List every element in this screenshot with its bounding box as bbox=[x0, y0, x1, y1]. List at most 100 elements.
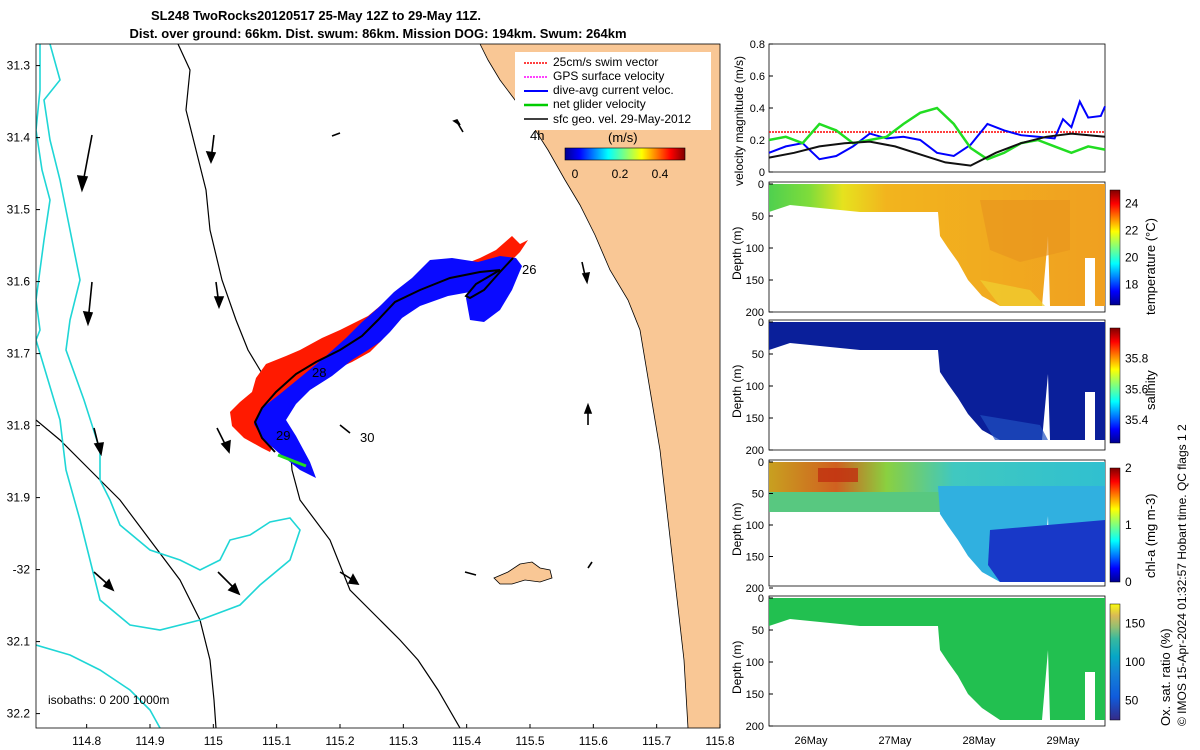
salinity-colorbar bbox=[1109, 327, 1121, 444]
map-y-tick-label: 31.6 bbox=[7, 275, 31, 289]
land-mask bbox=[480, 44, 720, 728]
velocity-series-line-2 bbox=[768, 106, 1106, 161]
salinity-ylabel: Depth (m) bbox=[730, 365, 744, 418]
salinity-cbar-label: salinity bbox=[1143, 370, 1158, 410]
day-label-26: 26 bbox=[522, 262, 536, 277]
time-axis-label: 29May bbox=[1046, 735, 1080, 747]
depth-tick-label: 150 bbox=[746, 275, 764, 287]
map-x-tick-label: 114.8 bbox=[72, 734, 101, 748]
map-x-tick-label: 115.6 bbox=[579, 734, 608, 748]
chla-ylabel: Depth (m) bbox=[730, 503, 744, 556]
map-x-tick-label: 114.9 bbox=[135, 734, 164, 748]
map-x-tick-label: 115 bbox=[204, 734, 223, 748]
title-line-1: SL248 TwoRocks20120517 25-May 12Z to 29-… bbox=[151, 8, 481, 23]
colorbar-tick-label: 20 bbox=[1125, 251, 1139, 265]
depth-tick-label: 200 bbox=[746, 721, 764, 733]
chla-surface-hot bbox=[818, 468, 858, 482]
chla-colorbar bbox=[1109, 467, 1121, 583]
depth-tick-label: 50 bbox=[752, 211, 764, 223]
legend-entry-sfc-geo: sfc geo. vel. 29-May-2012 bbox=[553, 112, 691, 126]
map-legend: 25cm/s swim vector GPS surface velocity … bbox=[515, 52, 711, 130]
map-y-tick-label: 32.1 bbox=[7, 635, 31, 649]
depth-tick-label: 100 bbox=[746, 243, 764, 255]
map-y-tick-label: 31.7 bbox=[7, 347, 31, 361]
map-colorbar bbox=[564, 147, 686, 161]
isobath-0m bbox=[36, 44, 301, 631]
isobath-1000m bbox=[36, 419, 217, 728]
coastline bbox=[479, 44, 689, 728]
map-y-tick-label: 31.3 bbox=[7, 59, 31, 73]
legend-entry-swim: 25cm/s swim vector bbox=[553, 55, 658, 69]
oxygen-ylabel: Depth (m) bbox=[730, 641, 744, 694]
chla-lower bbox=[988, 520, 1105, 582]
island-rottnest bbox=[493, 561, 553, 585]
depth-tick-label: 0 bbox=[758, 317, 764, 329]
colorbar-tick-label: 24 bbox=[1125, 197, 1139, 211]
depth-tick-label: 150 bbox=[746, 413, 764, 425]
time-axis: 26May 27May 28May 29May bbox=[794, 735, 1080, 747]
isobath-0m-south bbox=[36, 644, 161, 728]
chla-panel: 0 1 2 chl-a (mg m-3) 0 50 100 150 200 Depth (m… bbox=[730, 457, 1158, 595]
map-frame bbox=[35, 43, 721, 729]
map-y-tick-label: 32.2 bbox=[7, 707, 31, 721]
geostrophic-arrows bbox=[76, 119, 593, 596]
velocity-y-tick-label: 0.4 bbox=[750, 103, 765, 115]
imos-credit: © IMOS 15-Apr-2024 01:32:57 Hobart time.… bbox=[1175, 424, 1189, 726]
legend-entry-gps: GPS surface velocity bbox=[553, 69, 664, 83]
depth-tick-label: 200 bbox=[746, 307, 764, 319]
salinity-panel: 35.4 35.6 35.8 salinity 0 50 100 150 200 Depth… bbox=[730, 317, 1158, 457]
colorbar-tick-label: 100 bbox=[1125, 655, 1145, 669]
glider-track bbox=[253, 257, 514, 453]
map-colorbar-tick: 0.4 bbox=[652, 167, 669, 181]
isobaths-label: isobaths: 0 200 1000m bbox=[48, 693, 169, 707]
depth-tick-label: 50 bbox=[752, 349, 764, 361]
map-x-ticks: 114.8 114.9 115 115.1 115.2 115.3 115.4 115.5 11… bbox=[72, 724, 735, 748]
temperature-deep bbox=[980, 200, 1070, 262]
map-x-tick-label: 115.4 bbox=[452, 734, 481, 748]
oxygen-colorbar bbox=[1109, 603, 1121, 721]
temperature-cbar-label: temperature (°C) bbox=[1143, 218, 1158, 315]
net-velocity-arrow bbox=[277, 453, 307, 468]
time-axis-label: 28May bbox=[962, 735, 996, 747]
velocity-series-line-3 bbox=[768, 132, 1106, 167]
chla-cbar-label: chl-a (mg m-3) bbox=[1143, 493, 1158, 578]
day-label-29: 29 bbox=[276, 428, 290, 443]
velocity-y-tick-label: 0 bbox=[759, 167, 765, 179]
map-y-ticks: 31.3 31.4 31.5 31.6 31.7 31.8 31.9 -32 32.1 32.2 bbox=[7, 59, 40, 721]
colorbar-tick-label: 35.6 bbox=[1125, 382, 1149, 396]
oxygen-cbar-label: Ox. sat. ratio (%) bbox=[1158, 628, 1173, 726]
map-y-tick-label: -32 bbox=[13, 563, 31, 577]
velocity-series bbox=[768, 99, 1106, 167]
map-colorbar-tick: 0 bbox=[572, 167, 579, 181]
depth-tick-label: 100 bbox=[746, 520, 764, 532]
temperature-cbar-ticks: 18 20 22 24 bbox=[1125, 197, 1139, 292]
colorbar-tick-label: 18 bbox=[1125, 278, 1139, 292]
temperature-bottom bbox=[980, 280, 1045, 306]
map-y-tick-label: 31.8 bbox=[7, 419, 31, 433]
title-line-2: Dist. over ground: 66km. Dist. swum: 86k… bbox=[129, 26, 626, 41]
map-x-tick-label: 115.2 bbox=[325, 734, 354, 748]
chla-y-ticks: 0 50 100 150 200 bbox=[746, 457, 773, 595]
colorbar-tick-label: 2 bbox=[1125, 461, 1132, 475]
day-label-28: 28 bbox=[312, 365, 326, 380]
oxygen-cbar-ticks: 50 100 150 bbox=[1125, 616, 1145, 707]
chla-mid bbox=[769, 492, 940, 512]
velocity-y-tick-label: 0.6 bbox=[750, 71, 765, 83]
oxygen-panel: 50 100 150 Ox. sat. ratio (%) 0 50 100 150 200… bbox=[730, 593, 1173, 733]
depth-tick-label: 0 bbox=[758, 179, 764, 191]
velocity-y-tick-label: 0.2 bbox=[750, 135, 765, 147]
depth-tick-label: 0 bbox=[758, 457, 764, 469]
depth-tick-label: 200 bbox=[746, 583, 764, 595]
depth-tick-label: 50 bbox=[752, 489, 764, 501]
map-x-tick-label: 115.3 bbox=[389, 734, 418, 748]
oxygen-y-ticks: 0 50 100 150 200 bbox=[746, 593, 773, 733]
time-axis-label: 26May bbox=[794, 735, 828, 747]
colorbar-tick-label: 50 bbox=[1125, 694, 1139, 708]
depth-tick-label: 50 bbox=[752, 625, 764, 637]
colorbar-tick-label: 35.8 bbox=[1125, 352, 1149, 366]
map-colorbar-unit: (m/s) bbox=[608, 130, 638, 145]
map-x-tick-label: 115.7 bbox=[642, 734, 671, 748]
velocity-y-ticks: 0 0.2 0.4 0.6 0.8 bbox=[750, 39, 773, 179]
salinity-y-ticks: 0 50 100 150 200 bbox=[746, 317, 773, 457]
colorbar-tick-label: 1 bbox=[1125, 518, 1132, 532]
